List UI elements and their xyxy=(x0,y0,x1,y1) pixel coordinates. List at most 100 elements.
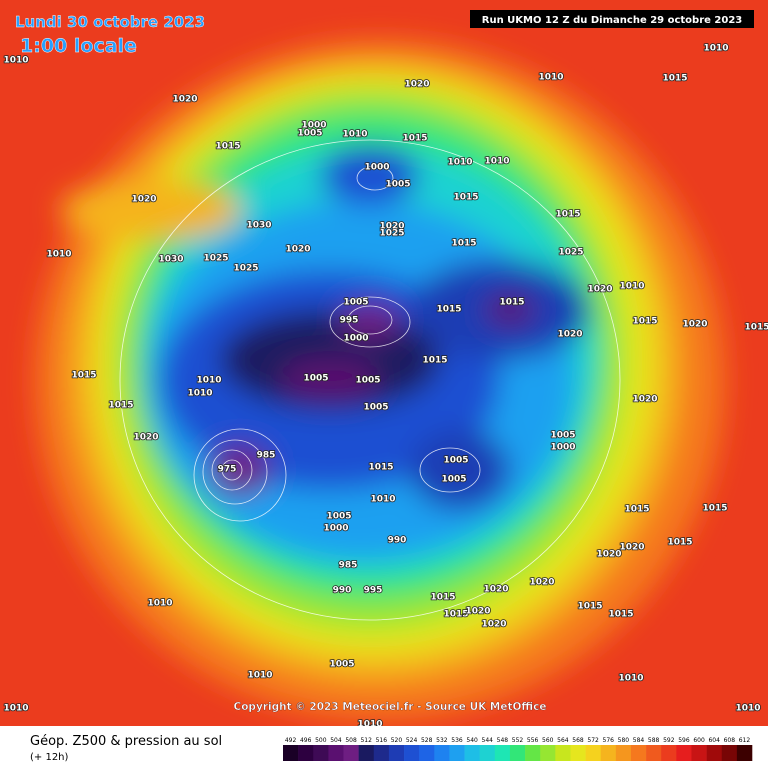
pressure-label: 1025 xyxy=(558,248,583,258)
colorbar-label: 596 xyxy=(678,737,690,744)
pressure-label: 1020 xyxy=(131,195,156,205)
colorbar-label: 536 xyxy=(451,737,463,744)
pressure-label: 1015 xyxy=(436,305,461,315)
pressure-label: 1020 xyxy=(619,543,644,553)
pressure-label: 1015 xyxy=(702,504,727,514)
colorbar-label: 552 xyxy=(512,737,524,744)
pressure-label: 1010 xyxy=(619,282,644,292)
pressure-labels: 1010 1020 1015 1000 1005 1010 1015 1020 1010 1015… xyxy=(3,43,768,731)
footer-subtitle: (+ 12h) xyxy=(30,752,69,763)
colorbar-cell xyxy=(706,745,723,761)
colorbar-cell xyxy=(358,745,375,761)
pressure-label: 1015 xyxy=(662,74,687,84)
colorbar-cell xyxy=(585,745,602,761)
colorbar-label: 516 xyxy=(376,737,388,744)
footer-title: Géop. Z500 & pression au sol xyxy=(30,734,222,749)
pressure-label: 1015 xyxy=(368,463,393,473)
local-time: 1:00 locale xyxy=(20,35,137,57)
colorbar-label: 520 xyxy=(391,737,403,744)
pressure-label: 985 xyxy=(339,561,358,571)
copyright: Copyright © 2023 Meteociel.fr - Source U… xyxy=(234,701,547,713)
colorbar-label: 512 xyxy=(360,737,372,744)
geopotential-field xyxy=(35,40,725,720)
pressure-label: 1020 xyxy=(133,433,158,443)
pressure-label: 1020 xyxy=(632,395,657,405)
colorbar-cell xyxy=(404,745,420,761)
colorbar-label: 600 xyxy=(693,737,705,744)
colorbar-cell xyxy=(298,745,314,761)
pressure-label: 1015 xyxy=(577,602,602,612)
pressure-label: 1010 xyxy=(538,73,563,83)
pressure-label: 995 xyxy=(364,586,383,596)
pressure-label: 1010 xyxy=(247,671,272,681)
colorbar-cell xyxy=(434,745,450,761)
colorbar-label: 568 xyxy=(572,737,584,744)
colorbar-label: 604 xyxy=(708,737,720,744)
pressure-label: 1010 xyxy=(703,44,728,54)
colorbar-label: 532 xyxy=(436,737,448,744)
pressure-label: 1005 xyxy=(363,403,388,413)
colorbar-cell xyxy=(419,745,435,761)
pressure-label: 1020 xyxy=(483,585,508,595)
pressure-label: 1025 xyxy=(203,254,228,264)
colorbar-cell xyxy=(479,745,496,761)
pressure-label: 1010 xyxy=(357,720,382,730)
pressure-label: 1015 xyxy=(422,356,447,366)
pressure-label: 1005 xyxy=(355,376,380,386)
colorbar-cell xyxy=(313,745,329,761)
colorbar-label: 556 xyxy=(527,737,539,744)
pressure-label: 1020 xyxy=(596,550,621,560)
pressure-label: 1010 xyxy=(46,250,71,260)
colorbar: 492 496 500 504 508 512 516 520 524 528 532 536 540 5… xyxy=(283,737,753,761)
colorbar-cell xyxy=(721,745,738,761)
colorbar-cell xyxy=(449,745,465,761)
colorbar-label: 608 xyxy=(724,737,736,744)
colorbar-cell xyxy=(525,745,541,761)
colorbar-cell xyxy=(615,745,632,761)
colorbar-cell xyxy=(343,745,359,761)
pressure-label: 990 xyxy=(388,536,407,546)
pressure-label: 1010 xyxy=(187,389,212,399)
pressure-label: 1020 xyxy=(587,285,612,295)
colorbar-cell xyxy=(600,745,617,761)
colorbar-cell xyxy=(630,745,647,761)
colorbar-cell xyxy=(676,745,692,761)
date: Lundi 30 octobre 2023 xyxy=(15,13,205,31)
colorbar-cell xyxy=(494,745,511,761)
pressure-label: 1000 xyxy=(301,121,326,131)
pressure-label: 1005 xyxy=(343,298,368,308)
colorbar-cell xyxy=(388,745,405,761)
pressure-label: 1005 xyxy=(443,456,468,466)
pressure-label: 1010 xyxy=(618,674,643,684)
pressure-label: 1015 xyxy=(499,298,524,308)
colorbar-label: 564 xyxy=(557,737,569,744)
pressure-label: 1000 xyxy=(323,524,348,534)
colorbar-label: 612 xyxy=(739,737,751,744)
pressure-label: 1020 xyxy=(481,620,506,630)
pressure-label: 1005 xyxy=(326,512,351,522)
pressure-label: 1015 xyxy=(453,193,478,203)
pressure-label: 1010 xyxy=(447,158,472,168)
colorbar-label: 548 xyxy=(497,737,509,744)
pressure-label: 975 xyxy=(218,465,237,475)
pressure-label: 1020 xyxy=(557,330,582,340)
pressure-label: 1005 xyxy=(550,431,575,441)
pressure-label: 1015 xyxy=(108,401,133,411)
colorbar-cell xyxy=(555,745,571,761)
pressure-label: 1015 xyxy=(451,239,476,249)
colorbar-label: 508 xyxy=(345,737,357,744)
pressure-label: 1015 xyxy=(430,593,455,603)
pressure-label: 1030 xyxy=(158,255,183,265)
run-box xyxy=(470,10,754,28)
pressure-label: 1005 xyxy=(303,374,328,384)
pressure-label: 1015 xyxy=(744,323,768,333)
pressure-label: 1025 xyxy=(233,264,258,274)
colorbar-label: 576 xyxy=(603,737,615,744)
pressure-label: 1015 xyxy=(608,610,633,620)
pressure-label: 1020 xyxy=(465,607,490,617)
pressure-label: 1020 xyxy=(529,578,554,588)
colorbar-label: 572 xyxy=(587,737,599,744)
colorbar-label: 588 xyxy=(648,737,660,744)
colorbar-label: 580 xyxy=(618,737,630,744)
colorbar-label: 592 xyxy=(663,737,675,744)
